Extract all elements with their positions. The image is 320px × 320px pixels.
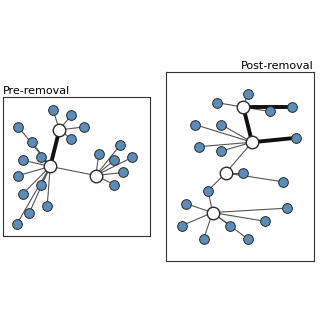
Text: Pre-removal: Pre-removal <box>3 86 70 96</box>
Text: Post-removal: Post-removal <box>241 61 314 71</box>
